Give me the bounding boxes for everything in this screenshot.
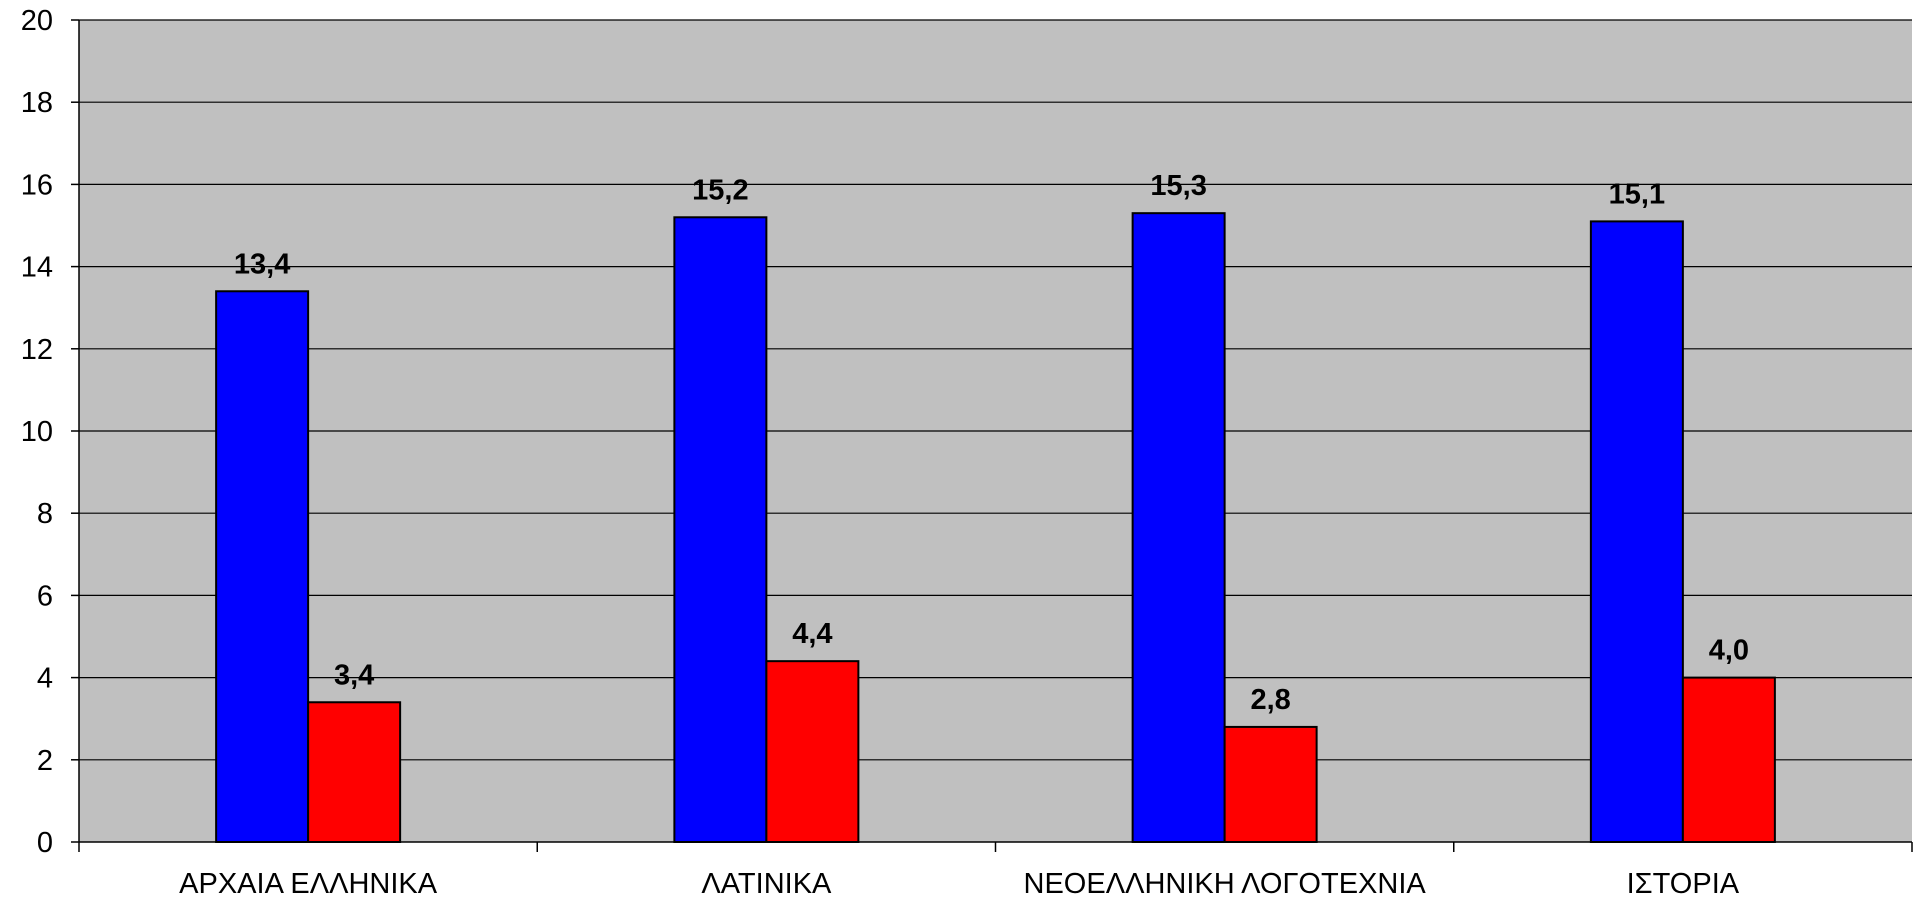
data-label: 4,4	[792, 618, 832, 650]
data-label: 13,4	[234, 248, 290, 280]
bar-series-1-2	[673, 216, 768, 843]
bar-series-1-1	[215, 290, 310, 843]
data-label: 15,2	[692, 174, 748, 206]
bar-series-2-3	[1223, 725, 1318, 843]
y-tick-label: 2	[37, 745, 53, 777]
y-tick-label: 8	[37, 498, 53, 530]
bar-series-1-3	[1131, 212, 1226, 844]
bars	[215, 212, 1776, 844]
bar-series-2-2	[765, 660, 860, 843]
y-tick-label: 4	[37, 663, 53, 695]
y-tick-label: 18	[21, 87, 53, 119]
axes	[71, 19, 1913, 852]
x-category-label: ΙΣΤΟΡΙΑ	[1627, 868, 1740, 899]
data-labels: 13,4 3,4 15,2 4,4 15,3 2,8 15,1 4,0	[234, 170, 1749, 716]
x-category-label: ΑΡΧΑΙΑ ΕΛΛΗΝΙΚΑ	[179, 868, 438, 899]
y-tick-label: 6	[37, 580, 53, 612]
data-label: 4,0	[1709, 635, 1749, 667]
data-label: 15,1	[1609, 178, 1665, 210]
y-tick-label: 16	[21, 169, 53, 201]
x-category-label: ΝΕΟΕΛΛΗΝΙΚΗ ΛΟΓΟΤΕΧΝΙΑ	[1024, 868, 1427, 899]
bar-series-1-4	[1589, 220, 1684, 843]
data-label: 15,3	[1150, 170, 1206, 202]
bar-series-2-1	[307, 701, 402, 844]
data-label: 3,4	[334, 659, 374, 691]
x-category-label: ΛΑΤΙΝΙΚΑ	[701, 868, 832, 899]
y-tick-labels: 0 2 4 6 8 10 12 14 16 18 20	[21, 5, 53, 859]
y-tick-label: 14	[21, 252, 53, 284]
y-tick-label: 10	[21, 416, 53, 448]
data-label: 2,8	[1250, 684, 1290, 716]
bar-series-2-4	[1681, 676, 1776, 843]
y-tick-label: 0	[37, 827, 53, 859]
y-tick-label: 12	[21, 334, 53, 366]
x-tick-labels: ΑΡΧΑΙΑ ΕΛΛΗΝΙΚΑ ΛΑΤΙΝΙΚΑ ΝΕΟΕΛΛΗΝΙΚΗ ΛΟΓΟΤ…	[179, 868, 1740, 899]
y-tick-label: 20	[21, 5, 53, 37]
